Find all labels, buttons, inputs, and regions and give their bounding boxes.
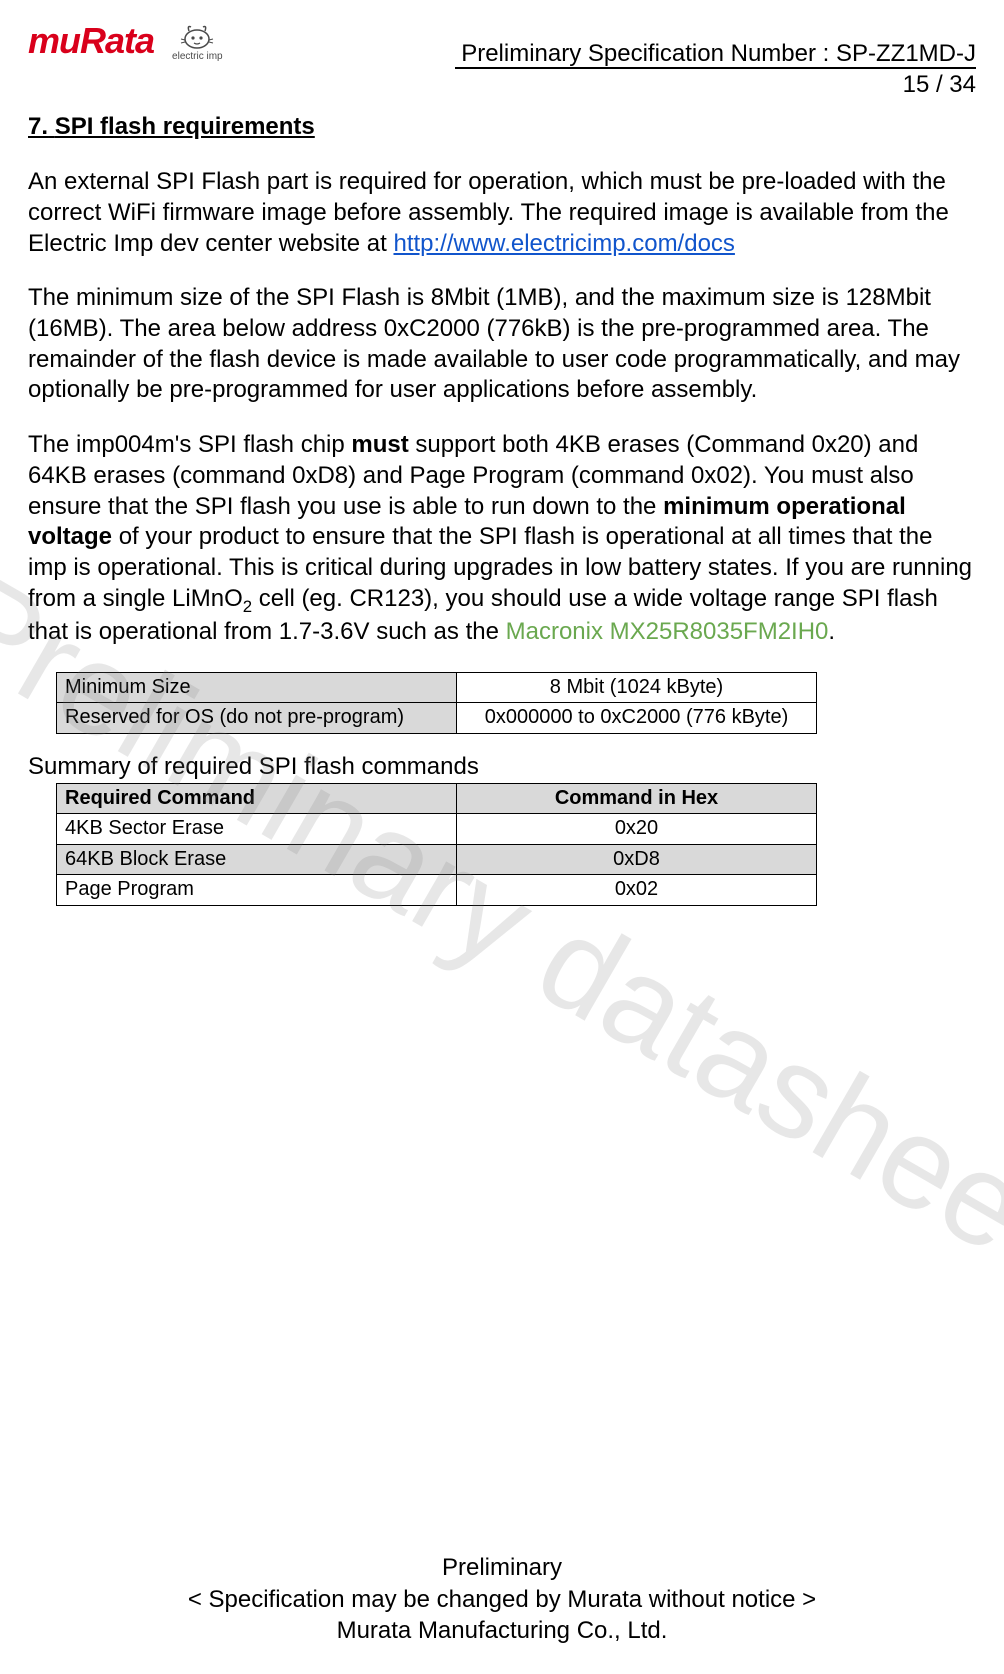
table-header-row: Required Command Command in Hex <box>57 783 817 814</box>
commands-caption: Summary of required SPI flash commands <box>28 752 976 783</box>
section-number: 7. <box>28 113 48 140</box>
paragraph-1: An external SPI Flash part is required f… <box>28 167 976 259</box>
hex-1: 0xD8 <box>457 844 817 875</box>
logo-block: muRata electric imp <box>28 20 223 62</box>
spec-number-block: Preliminary Specification Number : SP-ZZ… <box>455 20 976 100</box>
table-row: Minimum Size 8 Mbit (1024 kByte) <box>57 672 817 703</box>
footer-line-2: < Specification may be changed by Murata… <box>0 1584 1004 1615</box>
page-number: 15 / 34 <box>455 69 976 100</box>
footer-line-1: Preliminary <box>0 1552 1004 1583</box>
size-table: Minimum Size 8 Mbit (1024 kByte) Reserve… <box>56 672 817 734</box>
limno2-sub: 2 <box>243 597 252 616</box>
table-row: Reserved for OS (do not pre-program) 0x0… <box>57 703 817 734</box>
size-label-1: Reserved for OS (do not pre-program) <box>57 703 457 734</box>
paragraph-3: The imp004m's SPI flash chip must suppor… <box>28 430 976 648</box>
table-row: Page Program 0x02 <box>57 875 817 906</box>
paragraph-2: The minimum size of the SPI Flash is 8Mb… <box>28 283 976 406</box>
size-value-1: 0x000000 to 0xC2000 (776 kByte) <box>457 703 817 734</box>
electric-imp-logo: electric imp <box>172 21 223 62</box>
table-row: 4KB Sector Erase 0x20 <box>57 814 817 845</box>
p3-part: Macronix MX25R8035FM2IH0 <box>506 618 829 645</box>
size-label-0: Minimum Size <box>57 672 457 703</box>
hex-0: 0x20 <box>457 814 817 845</box>
imp-icon <box>179 21 215 51</box>
docs-link[interactable]: http://www.electricimp.com/docs <box>393 230 734 257</box>
electric-imp-label: electric imp <box>172 51 223 62</box>
cmd-0: 4KB Sector Erase <box>57 814 457 845</box>
spec-number: SP-ZZ1MD-J <box>836 40 976 67</box>
table-row: 64KB Block Erase 0xD8 <box>57 844 817 875</box>
section-heading: 7. SPI flash requirements <box>28 112 976 143</box>
p3-a: The imp004m's SPI flash chip <box>28 431 351 458</box>
size-value-0: 8 Mbit (1024 kByte) <box>457 672 817 703</box>
cmd-header-2: Command in Hex <box>457 783 817 814</box>
p3-e: . <box>828 618 835 645</box>
section-title: SPI flash requirements <box>55 113 315 140</box>
page-header: muRata electric imp Preliminary Specific… <box>28 20 976 100</box>
page-footer: Preliminary < Specification may be chang… <box>0 1552 1004 1646</box>
cmd-2: Page Program <box>57 875 457 906</box>
hex-2: 0x02 <box>457 875 817 906</box>
p3-must: must <box>351 431 408 458</box>
murata-logo: muRata <box>28 20 154 62</box>
spec-prefix: Preliminary Specification Number : <box>461 40 836 67</box>
footer-line-3: Murata Manufacturing Co., Ltd. <box>0 1615 1004 1646</box>
cmd-1: 64KB Block Erase <box>57 844 457 875</box>
content: 7. SPI flash requirements An external SP… <box>28 100 976 906</box>
cmd-header-1: Required Command <box>57 783 457 814</box>
commands-table: Required Command Command in Hex 4KB Sect… <box>56 783 817 906</box>
